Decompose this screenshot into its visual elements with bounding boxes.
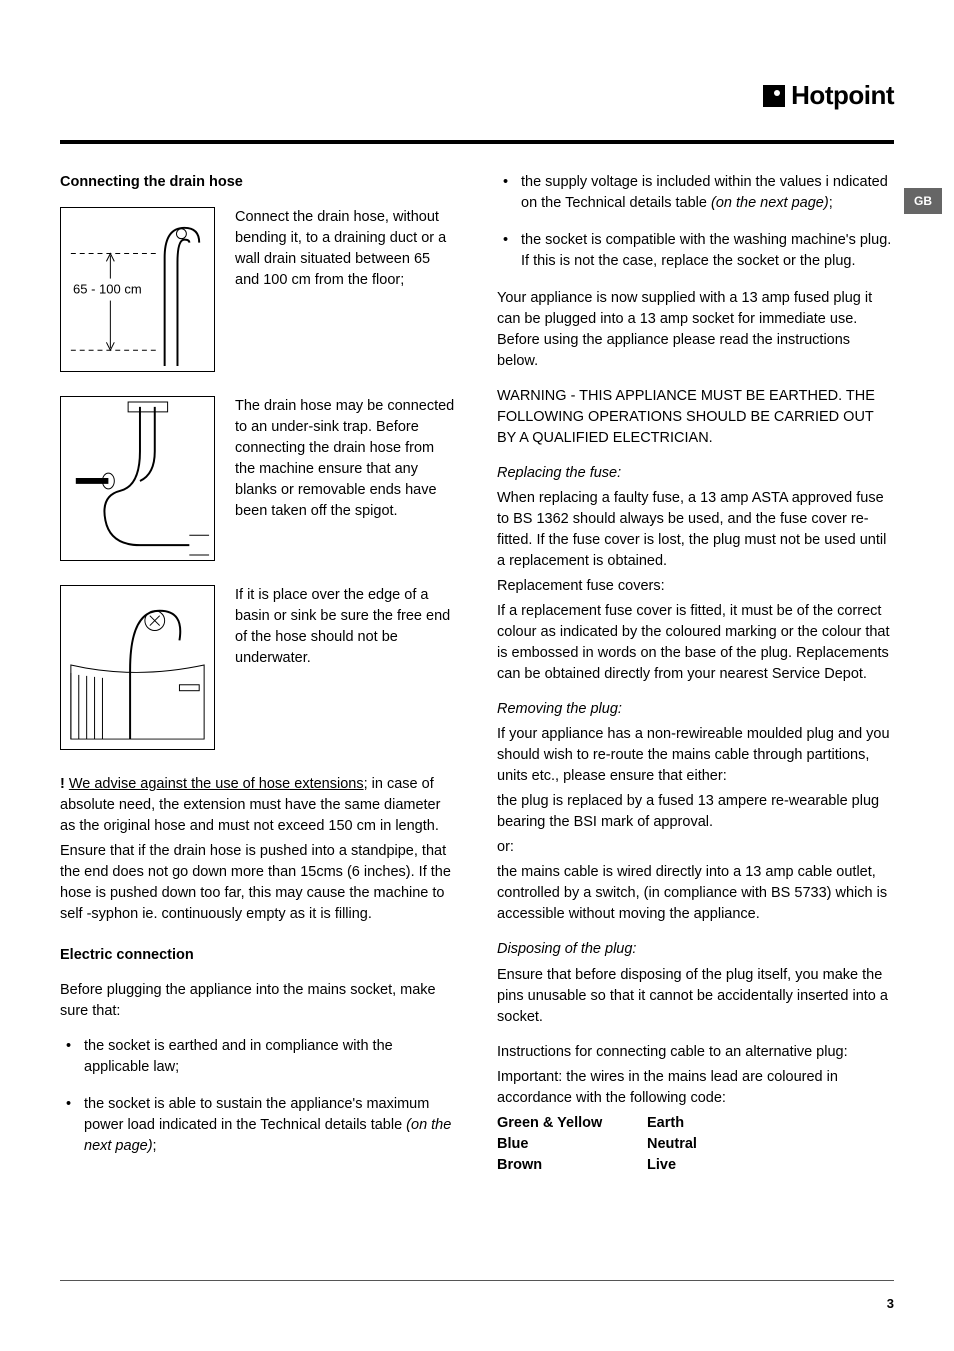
fig1-caption: Connect the drain hose, without bending … xyxy=(235,207,457,372)
wire-colour: Brown xyxy=(497,1155,647,1176)
brand-logo: Hotpoint xyxy=(763,80,894,111)
heading-remove-plug: Removing the plug: xyxy=(497,699,894,720)
heading-electric: Electric connection xyxy=(60,945,457,966)
header-rule xyxy=(60,140,894,144)
heading-dispose-plug: Disposing of the plug: xyxy=(497,939,894,960)
content-columns: Connecting the drain hose 65 - 100 cm Co… xyxy=(60,172,894,1176)
footer-rule xyxy=(60,1280,894,1281)
wire-colour: Blue xyxy=(497,1134,647,1155)
fig3-caption: If it is place over the edge of a basin … xyxy=(235,585,457,750)
fused-plug-note: Your appliance is now supplied with a 13… xyxy=(497,288,894,372)
electric-checklist-left: the socket is earthed and in compliance … xyxy=(60,1036,457,1157)
remove-plug-text-3: the mains cable is wired directly into a… xyxy=(497,862,894,925)
wire-colour: Green & Yellow xyxy=(497,1113,647,1134)
heading-drain: Connecting the drain hose xyxy=(60,172,457,193)
list-item: the socket is able to sustain the applia… xyxy=(60,1094,457,1157)
fuse-text-1: When replacing a faulty fuse, a 13 amp A… xyxy=(497,488,894,572)
remove-plug-text-1: If your appliance has a non-rewireable m… xyxy=(497,724,894,787)
language-tab: GB xyxy=(904,188,942,214)
fig2-caption: The drain hose may be connected to an un… xyxy=(235,396,457,561)
electric-intro: Before plugging the appliance into the m… xyxy=(60,980,457,1022)
wire-role: Earth xyxy=(647,1113,894,1134)
or-label: or: xyxy=(497,837,894,858)
earthed-warning: WARNING - THIS APPLIANCE MUST BE EARTHED… xyxy=(497,386,894,449)
right-column: the supply voltage is included within th… xyxy=(497,172,894,1176)
list-item: the socket is compatible with the washin… xyxy=(497,230,894,272)
list-item: the supply voltage is included within th… xyxy=(497,172,894,214)
list-item: the socket is earthed and in compliance … xyxy=(60,1036,457,1078)
electric-checklist-right: the supply voltage is included within th… xyxy=(497,172,894,272)
drain-height-diagram: 65 - 100 cm xyxy=(60,207,215,372)
wire-role: Neutral xyxy=(647,1134,894,1155)
brand-text: Hotpoint xyxy=(791,80,894,111)
height-label: 65 - 100 cm xyxy=(71,278,144,301)
fuse-covers-label: Replacement fuse covers: xyxy=(497,576,894,597)
figure-row-3: If it is place over the edge of a basin … xyxy=(60,585,457,750)
alt-plug-instructions: Instructions for connecting cable to an … xyxy=(497,1042,894,1063)
heading-replace-fuse: Replacing the fuse: xyxy=(497,463,894,484)
fuse-covers-text: If a replacement fuse cover is fitted, i… xyxy=(497,601,894,685)
brand-icon xyxy=(763,85,785,107)
remove-plug-text-2: the plug is replaced by a fused 13 amper… xyxy=(497,791,894,833)
wire-role: Live xyxy=(647,1155,894,1176)
page-number: 3 xyxy=(887,1296,894,1311)
figure-row-2: The drain hose may be connected to an un… xyxy=(60,396,457,561)
left-column: Connecting the drain hose 65 - 100 cm Co… xyxy=(60,172,457,1176)
dispose-plug-text: Ensure that before disposing of the plug… xyxy=(497,965,894,1028)
figure-row-1: 65 - 100 cm Connect the drain hose, with… xyxy=(60,207,457,372)
warn-underlined: We advise against the use of hose extens… xyxy=(69,776,364,792)
colour-code-intro: Important: the wires in the mains lead a… xyxy=(497,1067,894,1109)
warning-extensions: We advise against the use of hose extens… xyxy=(60,774,457,837)
basin-edge-diagram xyxy=(60,585,215,750)
under-sink-trap-diagram xyxy=(60,396,215,561)
standpipe-note: Ensure that if the drain hose is pushed … xyxy=(60,841,457,925)
wire-colour-table: Green & YellowEarth BlueNeutral BrownLiv… xyxy=(497,1113,894,1176)
